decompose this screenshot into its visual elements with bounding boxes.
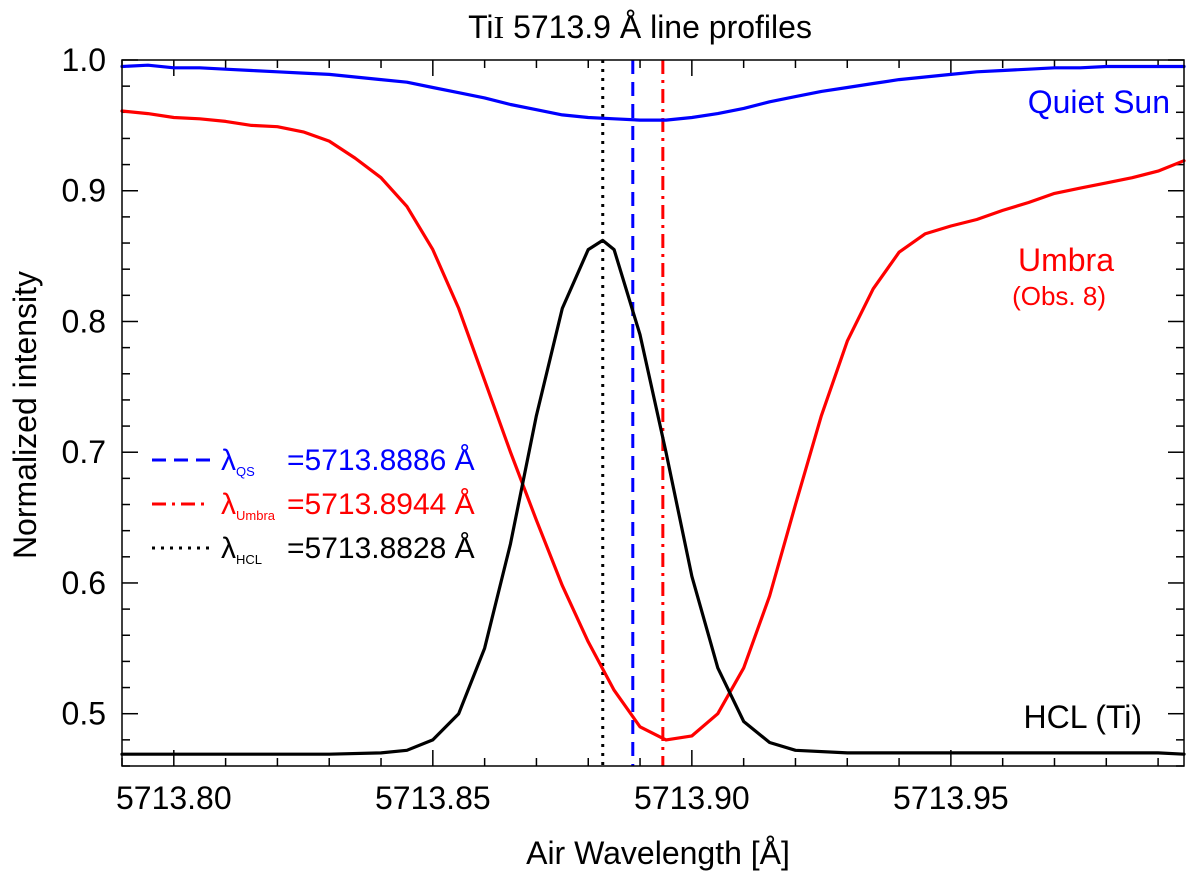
y-axis-label: Normalized intensity xyxy=(7,271,43,559)
legend-qs-value: =5713.8886 Å xyxy=(287,444,475,477)
legend-umbra-value: =5713.8944 Å xyxy=(287,488,475,521)
plot-frame xyxy=(121,59,1185,767)
legend-hcl-symbol: λHCL xyxy=(221,532,262,567)
series-line-umbra xyxy=(120,109,1186,742)
legend-hcl-value: =5713.8828 Å xyxy=(287,532,475,565)
data-series xyxy=(120,63,1186,756)
y-tick-label: 0.9 xyxy=(62,173,106,209)
quiet-sun-label: Quiet Sun xyxy=(1028,84,1170,120)
umbra-obs-label: (Obs. 8) xyxy=(1012,281,1106,311)
x-tick-label: 5713.80 xyxy=(116,780,232,816)
y-tick-label: 0.5 xyxy=(62,696,106,732)
x-tick-label: 5713.85 xyxy=(375,780,491,816)
series-line-hcl-ti xyxy=(120,238,1186,756)
chart-title: TiI 5713.9 Å line profiles xyxy=(468,9,812,45)
legend-umbra-symbol: λUmbra xyxy=(221,488,276,523)
x-axis-label: Air Wavelength [Å] xyxy=(526,835,790,871)
x-tick-label: 5713.90 xyxy=(634,780,750,816)
axis-ticks: 5713.80 5713.85 5713.90 5713.95 0.5 0.6 0.7 0.8… xyxy=(62,42,1184,816)
y-tick-label: 0.6 xyxy=(62,565,106,601)
umbra-label: Umbra xyxy=(1018,242,1114,278)
x-tick-label: 5713.95 xyxy=(893,780,1009,816)
y-tick-label: 1.0 xyxy=(62,42,106,78)
hcl-label: HCL (Ti) xyxy=(1024,699,1143,735)
y-tick-label: 0.7 xyxy=(62,434,106,470)
legend: λQS =5713.8886 Å λUmbra =5713.8944 Å λHC… xyxy=(152,444,475,567)
y-tick-label: 0.8 xyxy=(62,303,106,339)
reference-lines xyxy=(601,60,665,766)
series-line-quiet-sun xyxy=(120,63,1186,122)
legend-qs-symbol: λQS xyxy=(221,444,255,479)
